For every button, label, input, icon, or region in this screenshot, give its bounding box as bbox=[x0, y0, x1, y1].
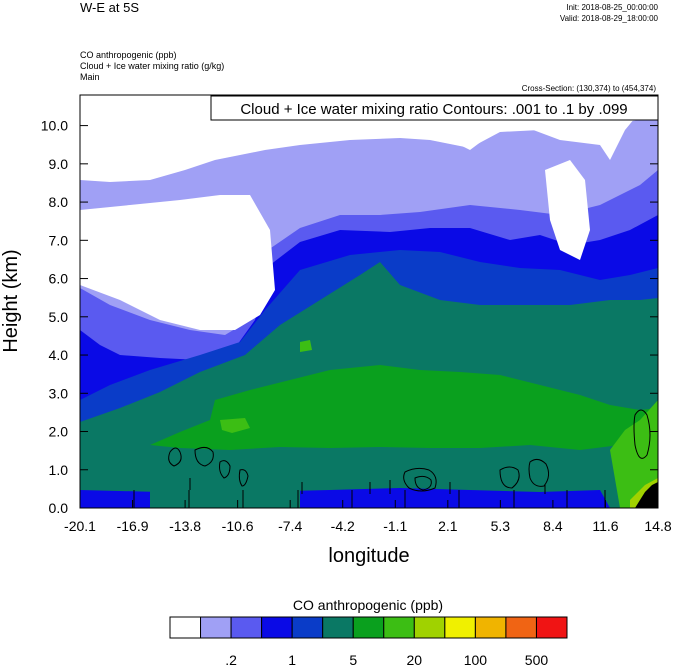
colorbar-swatch bbox=[322, 616, 354, 639]
co-band-white-3 bbox=[545, 160, 590, 260]
field-label-main: Main bbox=[80, 72, 100, 82]
colorbar-label: 500 bbox=[525, 652, 549, 667]
x-tick-label: -10.6 bbox=[222, 518, 254, 534]
x-axis: -20.1 -16.9 -13.8 -10.6 -7.4 -4.2 -1.1 2.1 5.3 8.… bbox=[64, 500, 672, 534]
colorbar-swatch bbox=[291, 616, 324, 639]
y-tick-label: 1.0 bbox=[49, 462, 69, 478]
contour-annotation: Cloud + Ice water mixing ratio Contours:… bbox=[240, 101, 627, 118]
plot-title: W-E at 5S bbox=[80, 0, 139, 15]
y-tick-label: 6.0 bbox=[49, 271, 69, 287]
colorbar-label: 20 bbox=[407, 652, 423, 667]
y-tick-label: 5.0 bbox=[49, 309, 69, 325]
init-time: Init: 2018-08-25_00:00:00 bbox=[566, 3, 658, 12]
colorbar-swatch bbox=[169, 616, 202, 639]
colorbar-swatch bbox=[230, 616, 263, 639]
colorbar-label: 5 bbox=[349, 652, 357, 667]
x-tick-label: 5.3 bbox=[491, 518, 511, 534]
x-tick-label: -1.1 bbox=[383, 518, 407, 534]
surface-black bbox=[635, 482, 658, 508]
surface-layer-teal bbox=[150, 478, 300, 508]
y-tick-label: 10.0 bbox=[41, 118, 68, 134]
colorbar-swatch bbox=[444, 616, 476, 639]
y-tick-label: 7.0 bbox=[49, 232, 69, 248]
colorbar-label: .2 bbox=[225, 652, 237, 667]
x-tick-label: 14.8 bbox=[644, 518, 671, 534]
x-tick-label: -16.9 bbox=[117, 518, 149, 534]
x-tick-label: 8.4 bbox=[543, 518, 563, 534]
co-band-green bbox=[150, 365, 658, 450]
colorbar-swatch bbox=[505, 616, 537, 639]
x-tick-label: -13.8 bbox=[169, 518, 201, 534]
y-axis-title: Height (km) bbox=[0, 249, 22, 352]
plot-frame bbox=[79, 94, 659, 509]
colorbar-swatch bbox=[200, 616, 232, 639]
x-axis-title: longitude bbox=[328, 545, 409, 567]
y-tick-label: 2.0 bbox=[49, 424, 69, 440]
x-tick-label: -7.4 bbox=[278, 518, 302, 534]
x-tick-label: -20.1 bbox=[64, 518, 96, 534]
co-band-white-2 bbox=[80, 195, 275, 330]
colorbar-labels: .2 1 5 20 100 500 bbox=[225, 652, 548, 667]
field-label-co: CO anthropogenic (ppb) bbox=[80, 50, 177, 60]
y-tick-label: 4.0 bbox=[49, 347, 69, 363]
contour-annotation-box bbox=[210, 95, 659, 121]
y-tick-label: 0.0 bbox=[49, 500, 69, 516]
colorbar-label: 1 bbox=[288, 652, 296, 667]
heatmap-field bbox=[80, 95, 658, 508]
colorbar-swatch bbox=[413, 616, 446, 639]
valid-time: Valid: 2018-08-29_18:00:00 bbox=[560, 14, 659, 23]
y-tick-label: 8.0 bbox=[49, 194, 69, 210]
y-tick-label: 9.0 bbox=[49, 156, 69, 172]
colorbar-swatch bbox=[383, 616, 415, 639]
field-label-cloud: Cloud + Ice water mixing ratio (g/kg) bbox=[80, 61, 224, 71]
x-tick-label: -4.2 bbox=[331, 518, 355, 534]
x-tick-label: 2.1 bbox=[438, 518, 458, 534]
colorbar-title: CO anthropogenic (ppb) bbox=[293, 597, 443, 613]
cloud-contours bbox=[168, 409, 651, 494]
cross-section-label: Cross-Section: (130,374) to (454,374) bbox=[522, 84, 657, 93]
y-tick-label: 3.0 bbox=[49, 385, 69, 401]
colorbar-swatch bbox=[535, 616, 568, 639]
colorbar-label: 100 bbox=[464, 652, 488, 667]
colorbar-swatch bbox=[352, 616, 385, 639]
x-tick-label: 11.6 bbox=[592, 518, 618, 534]
colorbar-swatch bbox=[474, 616, 507, 639]
colorbar-swatch bbox=[261, 616, 293, 639]
y-axis: 0.0 1.0 2.0 3.0 4.0 5.0 6.0 7.0 8.0 9.0 10.0 bbox=[41, 118, 658, 516]
colorbar bbox=[169, 616, 568, 639]
